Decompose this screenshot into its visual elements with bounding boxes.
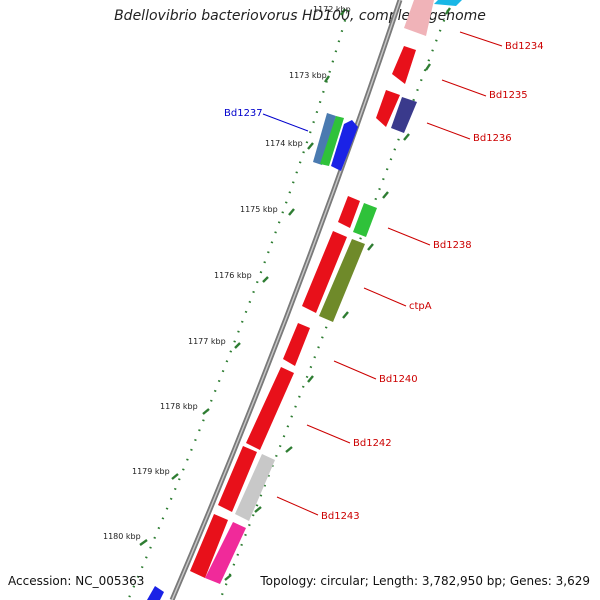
gene-feature bbox=[353, 203, 377, 237]
gene-label-bd1235: Bd1235 bbox=[489, 90, 528, 101]
gene-label-bd1242: Bd1242 bbox=[353, 438, 392, 449]
tick-label: 1176 kbp bbox=[214, 271, 252, 280]
gene-label-bd1238: Bd1238 bbox=[433, 240, 472, 251]
tick-labels: 1172 kbp 1173 kbp 1174 kbp 1175 kbp 1176… bbox=[103, 5, 351, 541]
gene-feature bbox=[391, 97, 417, 133]
gene-label-bd1240: Bd1240 bbox=[379, 374, 418, 385]
gene-feature bbox=[331, 120, 358, 171]
tick-label: 1172 kbp bbox=[313, 5, 351, 14]
gene-label-bd1243: Bd1243 bbox=[321, 511, 360, 522]
tick-label: 1177 kbp bbox=[188, 337, 226, 346]
backbone-highlight bbox=[171, 0, 401, 600]
tick-label: 1175 kbp bbox=[240, 205, 278, 214]
gene-feature bbox=[392, 46, 416, 84]
gene-feature bbox=[205, 522, 246, 584]
gene-feature bbox=[235, 454, 275, 521]
backbone-ring bbox=[169, 0, 403, 600]
tick-label: 1180 kbp bbox=[103, 532, 141, 541]
gene-label-ctpa: ctpA bbox=[409, 301, 432, 312]
tick-label: 1173 kbp bbox=[289, 71, 327, 80]
gene-feature bbox=[434, 0, 462, 6]
gene-label-bd1234: Bd1234 bbox=[505, 41, 544, 52]
gene-feature bbox=[376, 90, 400, 127]
gene-label-bd1237: Bd1237 bbox=[224, 108, 263, 119]
gene-feature bbox=[338, 196, 360, 228]
gene-feature bbox=[302, 231, 347, 313]
outer-tick-marks bbox=[224, 7, 451, 581]
label-connectors bbox=[262, 31, 503, 516]
gene-feature bbox=[404, 0, 434, 36]
gene-labels: Bd1234 Bd1235 Bd1236 Bd1237 Bd1238 ctpA … bbox=[224, 41, 544, 522]
topology-text: Topology: circular; Length: 3,782,950 bp… bbox=[260, 574, 590, 588]
tick-marks bbox=[139, 8, 346, 546]
tick-label: 1178 kbp bbox=[160, 402, 198, 411]
gene-feature bbox=[313, 113, 336, 165]
gene-feature bbox=[190, 514, 228, 578]
gene-feature bbox=[218, 446, 257, 512]
gene-label-bd1236: Bd1236 bbox=[473, 133, 512, 144]
tick-label: 1174 kbp bbox=[265, 139, 303, 148]
gene-feature bbox=[320, 116, 344, 166]
gene-feature bbox=[246, 367, 294, 450]
tick-label: 1179 kbp bbox=[132, 467, 170, 476]
accession-text: Accession: NC_005363 bbox=[8, 574, 145, 588]
gene-features bbox=[147, 0, 462, 600]
gene-feature bbox=[283, 323, 310, 366]
gene-feature bbox=[319, 239, 365, 322]
gene-feature bbox=[147, 586, 164, 600]
